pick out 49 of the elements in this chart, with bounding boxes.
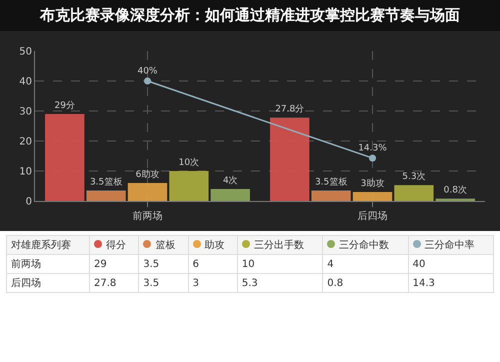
- legend-label: 篮板: [138, 236, 188, 254]
- y-tick-label: 40: [19, 76, 32, 88]
- y-tick-label: 0: [26, 196, 32, 208]
- category-label: 后四场: [6, 274, 90, 292]
- category-label: 前两场: [6, 254, 90, 274]
- data-label: 40: [408, 254, 494, 274]
- legend-label: 三分出手数: [237, 236, 323, 254]
- data-label: 0.8: [322, 274, 408, 292]
- legend-label: 三分命中数: [322, 236, 408, 254]
- bar: [394, 185, 434, 201]
- data-label: 3.5篮板: [314, 176, 348, 188]
- data-label: 10: [237, 254, 323, 274]
- data-label: 4次: [222, 175, 238, 186]
- legend-label: 三分命中率: [408, 236, 494, 254]
- bar: [352, 192, 392, 201]
- data-label: 3.5: [138, 254, 188, 274]
- bar: [128, 183, 168, 201]
- chart-title: 布克比赛录像深度分析：如何通过精准进攻掌控比赛节奏与场面: [0, 0, 500, 31]
- bar: [45, 114, 84, 201]
- bar: [210, 189, 250, 201]
- data-label: 3.5篮板: [90, 176, 122, 188]
- data-label: 5.3次: [402, 171, 426, 182]
- y-tick-label: 50: [19, 46, 32, 58]
- data-label: 14.3%: [358, 143, 388, 154]
- y-tick-label: 30: [19, 106, 32, 118]
- data-label: 10次: [178, 157, 200, 168]
- y-tick-label: 20: [19, 136, 32, 148]
- legend-title: 对雄鹿系列赛: [6, 236, 90, 254]
- data-label: 3助攻: [360, 178, 384, 189]
- y-tick-label: 10: [19, 166, 32, 178]
- legend-label: 助攻: [188, 236, 238, 254]
- data-label: 29: [89, 254, 139, 274]
- data-label: 0.8次: [444, 184, 467, 196]
- data-label: 4: [322, 254, 408, 274]
- data-label: 29分: [54, 100, 75, 111]
- data-label: 6: [188, 254, 238, 274]
- legend-label: 得分: [89, 236, 139, 254]
- data-label: 27.8分: [275, 104, 304, 115]
- data-label: 40%: [137, 66, 158, 76]
- data-label: 5.3: [237, 274, 323, 292]
- bar: [311, 190, 351, 201]
- bar: [169, 171, 209, 201]
- bar: [86, 190, 126, 201]
- data-label: 27.8: [89, 274, 139, 292]
- data-label: 3: [188, 274, 238, 292]
- data-label: 14.3: [408, 274, 494, 292]
- data-label: 6助攻: [136, 169, 160, 180]
- data-label: 3.5: [138, 274, 188, 292]
- bar: [270, 118, 310, 201]
